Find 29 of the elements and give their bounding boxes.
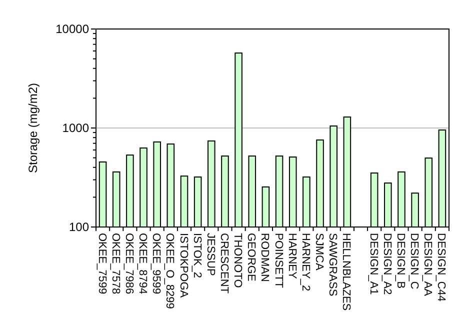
x-tick-label: OKEE_7986 (122, 233, 135, 294)
x-tick-label: DESIGN_C44 (435, 233, 448, 302)
x-tick-label: THONOTO (232, 233, 244, 288)
x-tick-label: DESIGN_C (408, 233, 420, 290)
x-tick-label: GEORGE (245, 233, 258, 282)
x-tick-label: DESIGN_AA (422, 233, 434, 297)
x-tick-label: SAWGRASS (326, 233, 339, 296)
y-tick-label: 1000 (62, 121, 90, 136)
x-tick-label: HELLNBLAZES (340, 233, 352, 311)
x-tick-label: RODMAN (258, 233, 271, 282)
x-tick-label: OKEE_8794 (136, 233, 149, 294)
y-tick-label: 10000 (56, 22, 90, 36)
x-tick-label: DESIGN_B (394, 233, 406, 289)
x-tick-label: HARNEY_2 (299, 233, 312, 292)
x-tick-label: DESIGN_A1 (367, 233, 380, 295)
x-tick-label: CRESCENT (218, 233, 230, 294)
x-tick-label: JESSUP (204, 233, 216, 276)
x-tick-label: OKEE_7578 (109, 233, 122, 294)
x-tick-label: ISTOK_2 (190, 233, 203, 278)
x-tick-label: OKEE_7599 (96, 233, 108, 294)
x-tick-label: POINSETT (272, 233, 284, 288)
y-axis-title: Storage (mg/m2) (26, 82, 40, 174)
x-tick-label: ISTOKPOGA (177, 233, 190, 298)
x-tick-label: HARNEY (286, 233, 298, 280)
x-tick-label: OKEE_O_8299 (164, 233, 176, 309)
x-tick-label: DESIGN_A2 (380, 233, 393, 295)
x-tick-label: SJMCA (313, 233, 326, 271)
y-tick-label: 100 (68, 220, 90, 234)
x-tick-label: OKEE_9599 (150, 233, 162, 294)
